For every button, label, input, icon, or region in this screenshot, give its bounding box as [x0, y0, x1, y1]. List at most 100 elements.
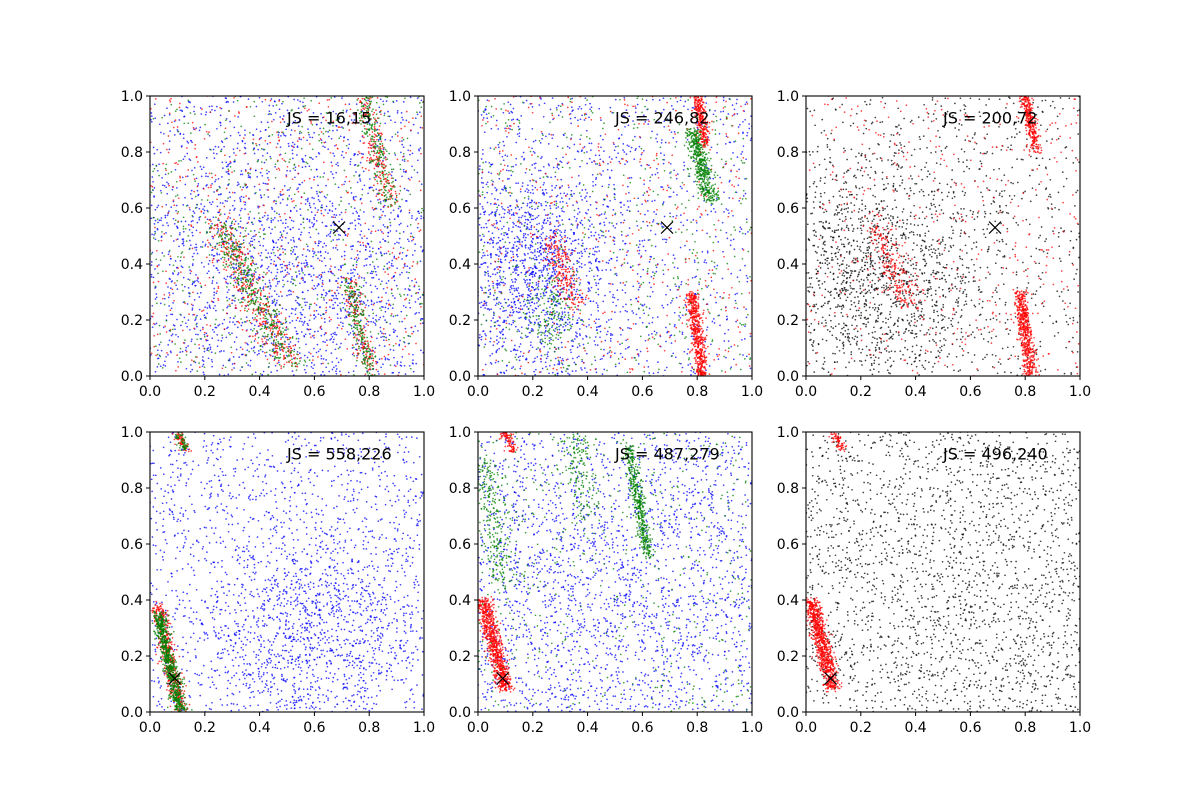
scatter-point [375, 119, 377, 122]
scatter-point [215, 282, 218, 284]
scatter-point [401, 258, 403, 260]
scatter-point [308, 231, 310, 234]
scatter-point [239, 220, 242, 223]
scatter-point [290, 354, 292, 357]
scatter-point [223, 205, 226, 208]
scatter-point [279, 334, 282, 336]
scatter-point [238, 214, 241, 216]
scatter-point [177, 267, 179, 269]
scatter-point [382, 335, 384, 338]
scatter-point [243, 152, 246, 155]
scatter-point [320, 362, 323, 365]
scatter-point [167, 296, 170, 299]
scatter-point [247, 265, 249, 267]
scatter-point [264, 351, 266, 354]
scatter-point [270, 333, 273, 335]
scatter-point [272, 319, 275, 322]
scatter-point [304, 361, 307, 363]
scatter-point [330, 224, 332, 227]
scatter-point [223, 240, 225, 243]
scatter-point [362, 285, 365, 287]
scatter-point [419, 302, 422, 305]
scatter-point [325, 366, 328, 369]
scatter-point [391, 181, 393, 184]
scatter-point [366, 345, 369, 348]
scatter-point [250, 295, 252, 298]
scatter-point [306, 356, 309, 359]
scatter-point [373, 121, 376, 124]
scatter-point [317, 257, 319, 260]
scatter-point [366, 360, 369, 362]
scatter-point [277, 249, 279, 252]
scatter-point [228, 297, 231, 300]
scatter-point [361, 102, 363, 104]
scatter-point [397, 256, 400, 259]
scatter-point [275, 338, 278, 341]
scatter-point [161, 297, 164, 300]
scatter-point [280, 312, 283, 314]
scatter-point [196, 292, 199, 295]
scatter-point [158, 324, 161, 327]
scatter-point [297, 99, 299, 101]
scatter-point [364, 222, 367, 225]
scatter-point [187, 224, 190, 226]
scatter-point [286, 169, 288, 172]
scatter-point [191, 197, 193, 200]
scatter-point [162, 142, 165, 145]
scatter-point [376, 180, 378, 182]
scatter-point [255, 105, 258, 108]
scatter-point [534, 368, 537, 371]
scatter-point [209, 149, 212, 151]
scatter-point [333, 338, 335, 341]
scatter-point [196, 370, 199, 372]
scatter-point [275, 312, 277, 315]
scatter-point [348, 103, 351, 105]
scatter-point [260, 147, 263, 150]
scatter-point [198, 129, 201, 132]
scatter-point [339, 126, 341, 129]
scatter-point [245, 195, 248, 197]
scatter-point [157, 363, 160, 365]
scatter-point [287, 142, 290, 145]
scatter-point [232, 321, 234, 323]
scatter-point [151, 188, 154, 191]
scatter-point [194, 207, 197, 209]
scatter-point [264, 295, 267, 298]
scatter-point [365, 113, 368, 116]
scatter-point [172, 217, 175, 220]
scatter-point [285, 308, 288, 311]
scatter-point [208, 304, 211, 307]
scatter-point [291, 200, 294, 203]
scatter-point [377, 117, 380, 120]
scatter-point [223, 222, 226, 225]
scatter-point [223, 277, 226, 280]
scatter-point [166, 148, 168, 151]
scatter-point [235, 307, 238, 310]
scatter-point [177, 335, 180, 338]
scatter-point [310, 265, 313, 268]
scatter-point [319, 327, 322, 329]
scatter-point [418, 149, 420, 152]
scatter-point [389, 304, 392, 307]
scatter-point [624, 163, 626, 166]
scatter-point [253, 293, 256, 295]
scatter-point [386, 96, 389, 99]
scatter-point [190, 270, 193, 273]
scatter-point [196, 325, 198, 328]
scatter-point [227, 241, 229, 244]
scatter-point [311, 158, 314, 160]
scatter-point [298, 270, 300, 272]
scatter-point [252, 335, 254, 338]
scatter-point [156, 169, 159, 172]
scatter-point [251, 244, 254, 246]
scatter-point [275, 343, 277, 346]
scatter-point [150, 191, 153, 194]
scatter-point [355, 120, 358, 122]
scatter-point [311, 136, 314, 139]
scatter-point [324, 294, 327, 297]
scatter-point [420, 215, 423, 217]
scatter-point [305, 161, 308, 164]
scatter-point [177, 130, 180, 133]
scatter-point [360, 340, 363, 343]
